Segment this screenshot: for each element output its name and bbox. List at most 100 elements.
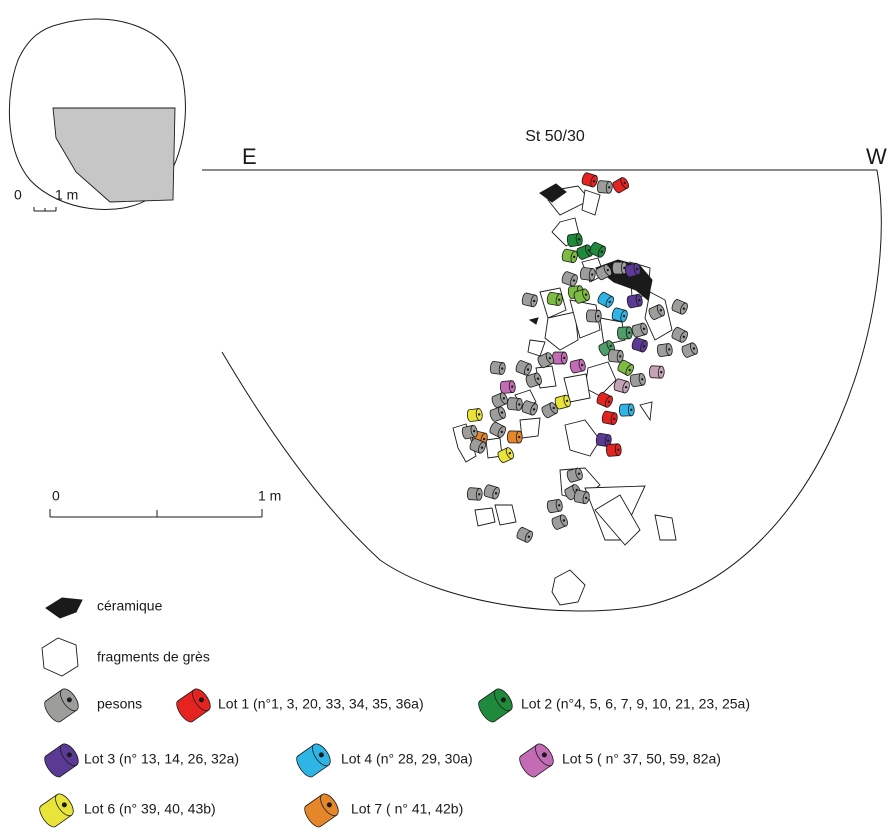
stone [581, 189, 601, 216]
loom-weight [589, 241, 606, 258]
loom-weight [573, 489, 590, 505]
stone [654, 514, 677, 541]
scale-end: 1 m [258, 488, 281, 504]
weight-hole [552, 406, 555, 410]
weight-hole [578, 238, 581, 241]
ceramic [539, 183, 567, 203]
inset-scale-end: 1 m [55, 187, 78, 203]
legend-ceramic-icon [45, 597, 83, 619]
loom-weight [551, 514, 568, 530]
weight-hole [642, 345, 646, 348]
loom-weight [44, 688, 79, 723]
weight-hole [592, 180, 596, 183]
weight-hole [502, 397, 506, 400]
stone [569, 299, 601, 339]
east-label: E [242, 144, 257, 169]
weight-hole [532, 299, 536, 303]
loom-weight [466, 408, 483, 422]
loom-weight [624, 262, 641, 278]
weight-hole [572, 279, 576, 282]
loom-weight [519, 743, 554, 778]
loom-weight [595, 264, 612, 281]
loom-weight [506, 397, 523, 411]
stones [452, 183, 677, 606]
loom-weight [581, 172, 598, 188]
loom-weight [489, 421, 506, 438]
loom-weight [469, 438, 486, 454]
weight-body [44, 743, 78, 778]
weight-hole [609, 344, 612, 348]
weight-hole [619, 355, 622, 358]
loom-weight [551, 351, 568, 365]
weight-hole [558, 504, 561, 507]
loom-weight [573, 288, 590, 304]
weight-hole [642, 327, 646, 331]
weight-hole [612, 417, 616, 421]
loom-weight [546, 291, 563, 307]
loom-weight [304, 793, 339, 828]
loom-weight [483, 484, 500, 500]
loom-weight [39, 793, 74, 828]
loom-weight [478, 688, 513, 723]
weight-hole [580, 363, 584, 367]
weight-hole [541, 752, 547, 758]
weight-body [44, 688, 78, 723]
weight-hole [628, 331, 631, 334]
loom-weight [607, 349, 624, 363]
pit-profile [221, 169, 882, 612]
weight-hole [478, 493, 481, 496]
weight-hole [326, 802, 332, 808]
stone [544, 311, 579, 351]
loom-weight [656, 343, 673, 357]
weight-hole [480, 446, 484, 449]
loom-weight [506, 430, 523, 444]
weight-hole [607, 439, 610, 442]
loom-weight [595, 432, 612, 447]
weight-hole [66, 752, 72, 758]
loom-weight [648, 365, 665, 379]
weight-hole [518, 403, 521, 406]
loom-weight [648, 304, 665, 320]
weight-body [39, 793, 73, 828]
weight-body [296, 743, 330, 778]
weight-hole [624, 385, 628, 389]
legend-label: Lot 5 ( n° 37, 50, 59, 82a) [562, 751, 721, 767]
legend-label: Lot 7 ( n° 41, 42b) [351, 801, 463, 817]
stone [563, 373, 591, 403]
legend-label: Lot 3 (n° 13, 14, 26, 32a) [84, 751, 239, 767]
weight-hole [608, 186, 611, 189]
loom-weight [596, 392, 613, 408]
legend-label: céramique [97, 598, 163, 614]
weight-hole [600, 250, 604, 253]
weight-hole [606, 268, 609, 272]
weight-hole [511, 385, 514, 388]
weight-hole [198, 697, 204, 703]
legend-label: fragments de grès [97, 649, 210, 665]
loom-weight [616, 326, 633, 340]
loom-weight [671, 326, 688, 343]
loom-weight [681, 342, 698, 358]
weight-body [617, 359, 634, 376]
weight-hole [501, 367, 504, 370]
weight-hole [591, 273, 594, 276]
weight-hole [66, 697, 72, 703]
inset-scale-start: 0 [14, 187, 22, 203]
weight-hole [637, 298, 641, 302]
legend-label: Lot 6 (n° 39, 40, 43b) [84, 801, 216, 817]
inset-scale-bar [33, 207, 57, 212]
scale-start: 0 [52, 488, 60, 504]
weight-hole [527, 535, 531, 538]
loom-weight [491, 392, 508, 408]
weight-hole [607, 400, 611, 403]
loom-weight [521, 400, 538, 416]
weight-hole [482, 437, 486, 441]
stone [594, 494, 641, 546]
stone [519, 417, 541, 439]
weight-hole [565, 399, 569, 403]
weight-hole [692, 347, 696, 350]
weight-hole [500, 430, 503, 434]
loom-weight [597, 291, 614, 308]
weight-hole [628, 368, 631, 372]
weight-hole [61, 802, 67, 808]
